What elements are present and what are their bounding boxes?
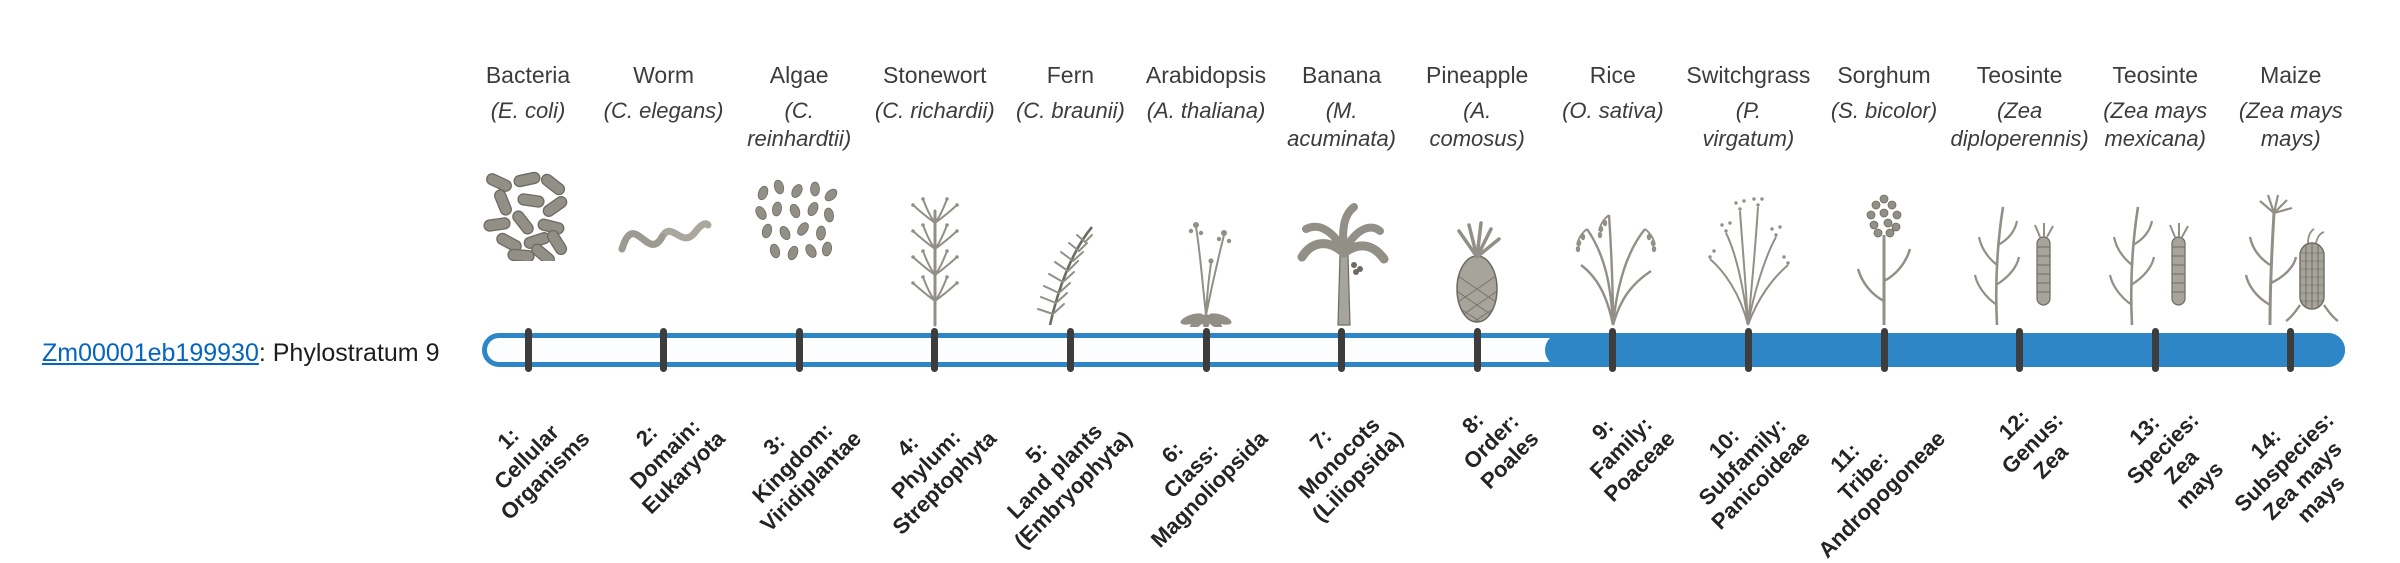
tick-stratum-6	[1202, 328, 1210, 372]
tick-stratum-11	[1880, 328, 1888, 372]
tick-stratum-1	[524, 328, 532, 372]
organism-scientific-name: (C. elegans)	[603, 97, 724, 123]
organism-column-header: Worm (C. elegans)	[589, 62, 739, 125]
organism-name: Maize	[2260, 62, 2322, 88]
gene-label: Zm00001eb199930: Phylostratum 9	[42, 339, 440, 368]
organism-name: Teosinte	[2112, 62, 2199, 88]
stratum-label-8: 8: Order: Poales	[1457, 407, 1544, 494]
organism-name: Arabidopsis	[1145, 62, 1267, 88]
algae-icon	[734, 177, 864, 269]
organism-column-header: Pineapple (A. comosus)	[1402, 62, 1552, 154]
organism-scientific-name: (A. comosus)	[1429, 97, 1525, 152]
stratum-label-13: 13: Species: Zea mays	[2121, 407, 2228, 514]
organism-name: Algae	[769, 62, 829, 88]
stratum-label-1: 1: Cellular Organisms	[489, 419, 595, 525]
tick-stratum-5	[1066, 328, 1074, 372]
rice-icon	[1548, 193, 1678, 327]
organism-column-header: Bacteria (E. coli)	[453, 62, 603, 125]
stonewort-icon	[870, 195, 1000, 327]
pineapple-icon	[1412, 205, 1542, 327]
organism-scientific-name: (Zea mays mexicana)	[2103, 97, 2208, 152]
organism-column-header: Fern (C. braunii)	[995, 62, 1145, 125]
gene-phylostratum-text: : Phylostratum 9	[258, 339, 440, 367]
organism-name: Stonewort	[883, 62, 987, 88]
organism-name: Rice	[1589, 62, 1636, 88]
gene-id-link[interactable]: Zm00001eb199930	[42, 339, 259, 367]
organism-column-header: Teosinte (Zea mays mexicana)	[2080, 62, 2230, 154]
organism-name: Sorghum	[1837, 62, 1931, 88]
stratum-label-12: 12: Genus: Zea	[1993, 404, 2073, 484]
stratum-label-7: 7: Monocots (Liliopsida)	[1293, 412, 1408, 527]
organism-column-header: Banana (M. acuminata)	[1267, 62, 1417, 154]
organism-name: Pineapple	[1426, 62, 1529, 88]
organism-column-header: Teosinte (Zea diploperennis)	[1945, 62, 2095, 154]
tick-stratum-7	[1338, 328, 1346, 372]
organism-scientific-name: (M. acuminata)	[1287, 97, 1397, 152]
tick-stratum-10	[1744, 328, 1752, 372]
bacteria-icon	[463, 171, 593, 261]
phylostratum-figure: Zm00001eb199930: Phylostratum 9 Bacteria…	[42, 62, 2366, 563]
stratum-label-11: 11: Tribe: Andropogoneae	[1813, 425, 1951, 563]
switchgrass-icon	[1683, 193, 1813, 327]
teosinte-icon	[1955, 193, 2085, 327]
arabidopsis-icon	[1141, 209, 1271, 327]
stratum-label-6: 6: Class: Magnoliopsida	[1145, 425, 1273, 553]
stratum-label-9: 9: Family: Poaceae	[1584, 411, 1680, 507]
timeline-bar-filled-region	[1545, 333, 2345, 367]
stratum-label-4: 4: Phylum: Streptophyta	[886, 424, 1002, 540]
teosinte-icon	[2090, 193, 2220, 327]
stratum-label-3: 3: Kingdom: Viridiplantae	[746, 417, 866, 537]
tick-stratum-13	[2151, 328, 2159, 372]
sorghum-icon	[1819, 189, 1949, 327]
organism-scientific-name: (A. thaliana)	[1146, 97, 1266, 123]
tick-stratum-4	[931, 328, 939, 372]
organism-scientific-name: (C. reinhardtii)	[747, 97, 852, 152]
tick-stratum-8	[1473, 328, 1481, 372]
organism-scientific-name: (E. coli)	[490, 97, 566, 123]
organism-name: Teosinte	[1976, 62, 2063, 88]
organism-column-header: Stonewort (C. richardii)	[860, 62, 1010, 125]
stratum-label-2: 2: Domain: Eukaryota	[625, 413, 730, 519]
organism-column-header: Maize (Zea mays mays)	[2216, 62, 2366, 154]
tick-stratum-3	[795, 328, 803, 372]
organism-name: Worm	[633, 62, 695, 88]
tick-stratum-2	[660, 328, 668, 372]
organism-scientific-name: (S. bicolor)	[1830, 97, 1938, 123]
organism-column-header: Sorghum (S. bicolor)	[1809, 62, 1959, 125]
worm-icon	[599, 197, 729, 267]
maize-icon	[2226, 187, 2356, 327]
stratum-label-14: 14: Subspecies: Zea mays mays	[2229, 407, 2350, 528]
organism-column-header: Switchgrass (P. virgatum)	[1673, 62, 1823, 154]
tick-stratum-14	[2287, 328, 2295, 372]
fern-icon	[1005, 215, 1135, 327]
organism-scientific-name: (Zea diploperennis)	[1950, 97, 2089, 152]
organism-scientific-name: (Zea mays mays)	[2238, 97, 2343, 152]
banana-icon	[1277, 199, 1407, 327]
tick-stratum-9	[1609, 328, 1617, 372]
stratum-label-5: 5: Land plants (Embryophyta)	[1002, 418, 1137, 554]
organism-scientific-name: (O. sativa)	[1562, 97, 1664, 123]
organism-name: Fern	[1046, 62, 1095, 88]
organism-column-header: Arabidopsis (A. thaliana)	[1131, 62, 1281, 125]
organism-scientific-name: (C. richardii)	[874, 97, 995, 123]
organism-scientific-name: (P. virgatum)	[1702, 97, 1795, 152]
organism-column-header: Algae (C. reinhardtii)	[724, 62, 874, 154]
organism-scientific-name: (C. braunii)	[1015, 97, 1125, 123]
organism-column-header: Rice (O. sativa)	[1538, 62, 1688, 125]
organism-name: Switchgrass	[1686, 62, 1811, 88]
organism-name: Bacteria	[485, 62, 571, 88]
organism-name: Banana	[1301, 62, 1382, 88]
tick-stratum-12	[2016, 328, 2024, 372]
